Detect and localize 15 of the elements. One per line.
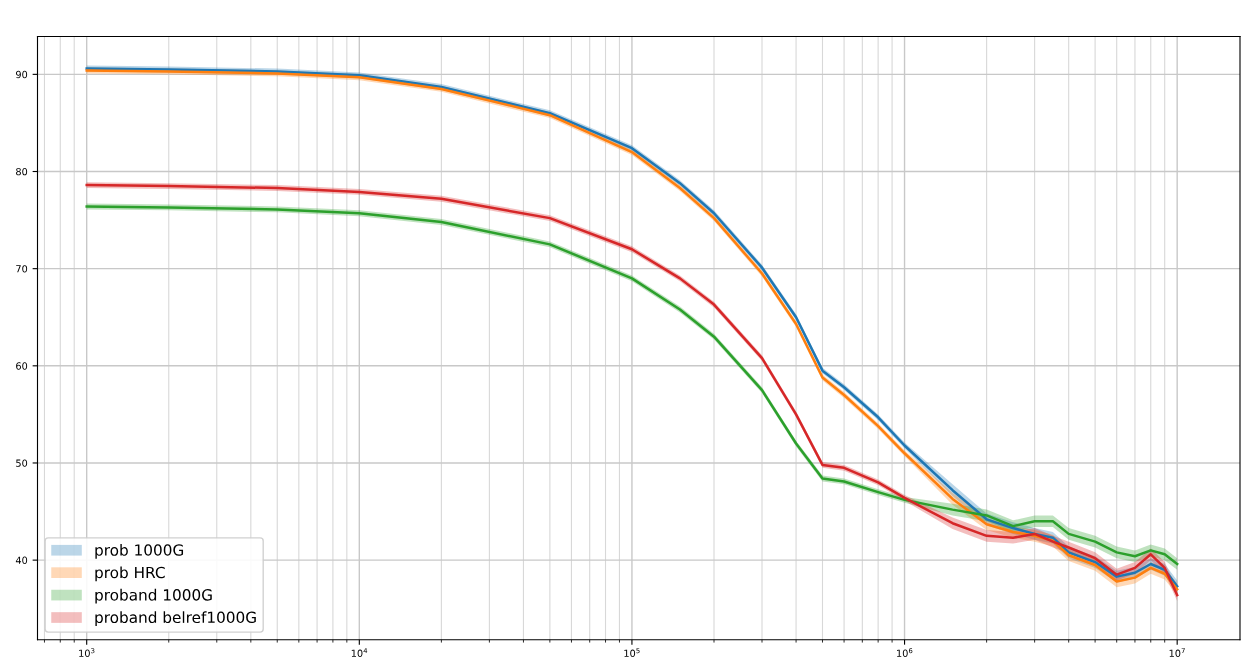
y-tick-label: 90 bbox=[16, 70, 28, 79]
legend-label: proband 1000G bbox=[95, 588, 212, 604]
x-tick-label: 10$^{4}$ bbox=[351, 648, 368, 657]
y-tick-label: 40 bbox=[15, 556, 28, 564]
x-tick-label: 10$^{6}$ bbox=[897, 648, 913, 657]
y-tick-label: 50 bbox=[16, 459, 28, 467]
x-tick-label: 10$^{5}$ bbox=[624, 648, 640, 657]
y-tick-label: 80 bbox=[16, 167, 28, 176]
legend-label: prob HRC bbox=[95, 566, 165, 582]
y-tick-label: 70 bbox=[16, 265, 28, 273]
x-tick-label: 10$^{7}$ bbox=[1169, 648, 1185, 657]
legend-label: prob 1000G bbox=[95, 543, 184, 559]
x-tick-label: 10$^{3}$ bbox=[79, 648, 95, 657]
legend-label: proband belref1000G bbox=[95, 611, 256, 627]
y-tick-label: 60 bbox=[16, 362, 28, 370]
